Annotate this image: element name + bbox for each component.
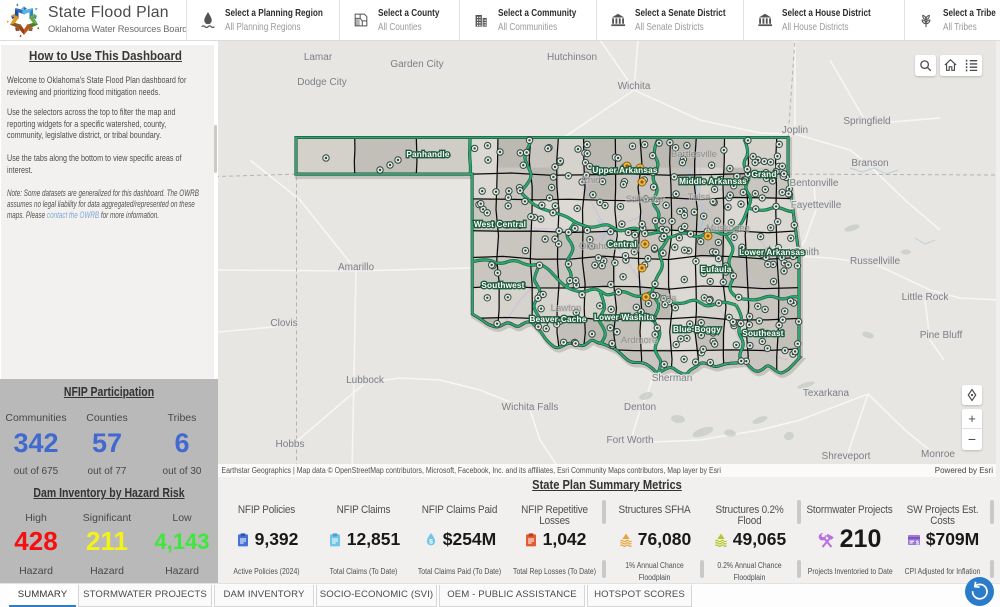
svg-text:Lubbock: Lubbock	[346, 375, 385, 386]
svg-text:Garden City: Garden City	[390, 59, 443, 70]
svg-text:Grand: Grand	[751, 170, 776, 179]
svg-text:Ada: Ada	[660, 293, 678, 304]
svg-text:Little Rock: Little Rock	[902, 292, 950, 303]
svg-text:Texarkana: Texarkana	[803, 388, 850, 399]
svg-text:Joplin: Joplin	[782, 125, 808, 136]
svg-text:Upper Arkansas: Upper Arkansas	[592, 166, 658, 175]
svg-text:Lawton: Lawton	[551, 303, 582, 314]
svg-text:Eufaula: Eufaula	[701, 265, 732, 274]
svg-text:Lamar: Lamar	[304, 52, 333, 63]
svg-text:Bentonville: Bentonville	[790, 178, 839, 189]
svg-text:Pine Bluff: Pine Bluff	[920, 330, 963, 341]
svg-text:Denton: Denton	[624, 402, 656, 413]
svg-text:West Central: West Central	[474, 220, 526, 229]
svg-text:Ardmore: Ardmore	[621, 335, 657, 346]
svg-text:Fort Smith: Fort Smith	[773, 247, 819, 258]
svg-text:Monroe: Monroe	[921, 449, 955, 460]
svg-text:$: $	[916, 540, 919, 546]
svg-text:Middle Arkansas: Middle Arkansas	[679, 177, 747, 186]
svg-text:Clovis: Clovis	[270, 318, 297, 329]
svg-text:Blue-Boggy: Blue-Boggy	[673, 325, 721, 334]
svg-text:Stillwater: Stillwater	[626, 194, 665, 205]
svg-text:Wichita: Wichita	[618, 81, 651, 92]
svg-text:Fayetteville: Fayetteville	[791, 200, 842, 211]
svg-text:Amarillo: Amarillo	[338, 262, 375, 273]
svg-text:Springfield: Springfield	[843, 116, 890, 127]
svg-text:Fort Worth: Fort Worth	[606, 435, 653, 446]
svg-text:Enid: Enid	[581, 175, 600, 186]
svg-text:Beaver-Cache: Beaver-Cache	[529, 315, 586, 324]
svg-text:Hobbs: Hobbs	[276, 439, 305, 450]
svg-text:Southeast: Southeast	[742, 329, 783, 338]
svg-text:Wichita Falls: Wichita Falls	[502, 402, 559, 413]
svg-text:Dodge City: Dodge City	[297, 77, 346, 88]
svg-text:Southwest: Southwest	[481, 281, 524, 290]
svg-text:Tulsa: Tulsa	[688, 192, 712, 203]
svg-text:Lower Arkansas: Lower Arkansas	[739, 248, 805, 257]
svg-text:Hutchinson: Hutchinson	[547, 52, 597, 63]
svg-text:Muskogee: Muskogee	[706, 223, 750, 234]
svg-text:Lower Washita: Lower Washita	[594, 313, 654, 322]
svg-text:Branson: Branson	[851, 158, 888, 169]
svg-text:$: $	[429, 539, 433, 546]
svg-text:Oklahoma City: Oklahoma City	[579, 241, 642, 252]
svg-text:Sherman: Sherman	[652, 373, 693, 384]
svg-text:Central: Central	[607, 240, 637, 249]
svg-text:Shreveport: Shreveport	[822, 451, 871, 462]
svg-text:Bartlesville: Bartlesville	[671, 149, 717, 160]
svg-text:Panhandle: Panhandle	[406, 150, 449, 159]
svg-text:Russellville: Russellville	[850, 256, 900, 267]
